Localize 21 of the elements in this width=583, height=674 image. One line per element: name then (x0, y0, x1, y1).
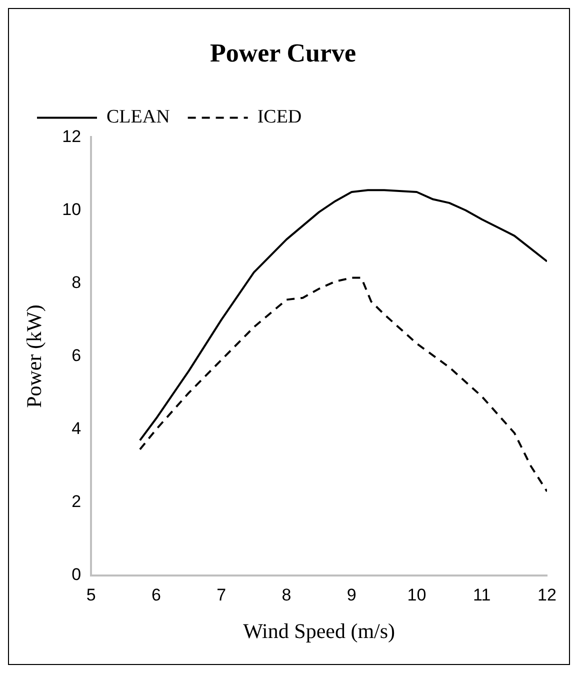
y-tick-label: 2 (72, 492, 82, 512)
y-tick-label: 12 (62, 126, 82, 146)
y-tick-label: 10 (62, 200, 82, 219)
x-tick-label: 6 (152, 585, 161, 604)
x-axis-title: Wind Speed (m/s) (243, 618, 396, 643)
legend-label: CLEAN (106, 106, 170, 128)
x-tick-label: 11 (473, 585, 491, 604)
line-series (138, 276, 547, 492)
x-tick-label: 8 (282, 585, 292, 604)
x-tick-label: 5 (86, 585, 96, 604)
y-tick-label: 6 (72, 346, 82, 365)
x-tick-label: 9 (346, 585, 356, 604)
x-tick-label: 7 (216, 585, 226, 604)
legend-label: ICED (257, 106, 302, 128)
y-axis-title: Power (kW) (22, 304, 46, 408)
x-tick-label: 12 (538, 585, 556, 604)
chart-title: Power Curve (210, 38, 356, 68)
y-tick-label: 8 (72, 272, 82, 292)
y-tick-label: 0 (72, 565, 82, 584)
x-tick-label: 10 (407, 585, 426, 604)
y-tick-label: 4 (72, 419, 82, 438)
